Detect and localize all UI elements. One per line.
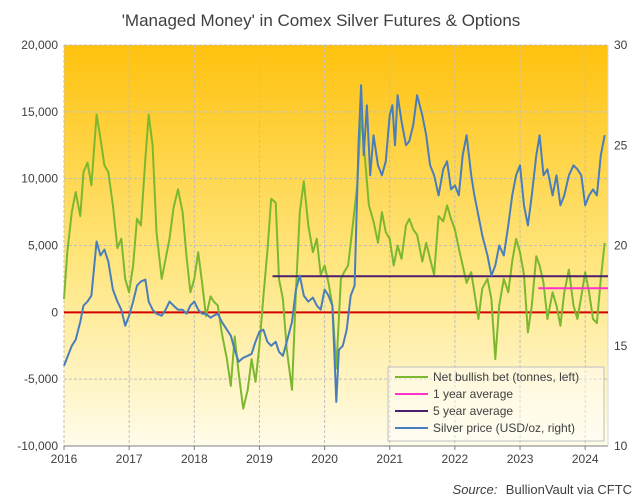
series-silver-price-line <box>63 84 606 403</box>
y-axis-right: 30 25 20 15 10 <box>614 38 628 453</box>
x-tick-label: 2016 <box>51 452 78 466</box>
legend-label-price: Silver price (USD/oz, right) <box>433 421 575 435</box>
x-tick-label: 2021 <box>376 452 403 466</box>
legend-label-1yr: 1 year average <box>433 387 513 401</box>
source-label: Source: <box>453 482 498 497</box>
y-left-tick-label: 10,000 <box>21 172 58 186</box>
legend: Net bullish bet (tonnes, left) 1 year av… <box>387 366 605 442</box>
y-axis-left: 20,000 15,000 10,000 5,000 0 -5,000 -10,000 <box>17 38 58 453</box>
legend-label-net: Net bullish bet (tonnes, left) <box>433 370 579 384</box>
x-tick-label: 2020 <box>311 452 338 466</box>
y-left-tick-label: 15,000 <box>21 105 58 119</box>
x-tick-label: 2018 <box>181 452 208 466</box>
x-axis: 2016 2017 2018 2019 2020 2021 2022 2023 2024 <box>51 45 609 466</box>
y-right-tick-label: 20 <box>614 239 628 253</box>
x-tick-label: 2022 <box>442 452 469 466</box>
y-left-tick-label: 5,000 <box>28 239 58 253</box>
x-tick-label: 2017 <box>116 452 143 466</box>
y-left-tick-label: -5,000 <box>24 372 58 386</box>
source-text: BullionVault via CFTC <box>506 482 632 497</box>
y-left-tick-label: 0 <box>51 305 58 319</box>
y-right-tick-label: 10 <box>614 439 628 453</box>
legend-label-5yr: 5 year average <box>433 404 513 418</box>
x-tick-label: 2019 <box>246 452 273 466</box>
x-tick-label: 2024 <box>572 452 599 466</box>
y-left-tick-label: -10,000 <box>17 439 58 453</box>
chart-title: 'Managed Money' in Comex Silver Futures … <box>122 11 521 30</box>
y-right-tick-label: 25 <box>614 138 628 152</box>
series-lines <box>63 84 608 410</box>
y-right-tick-label: 30 <box>614 38 628 52</box>
x-tick-label: 2023 <box>507 452 534 466</box>
source-line: Source: BullionVault via CFTC <box>453 481 632 498</box>
y-right-tick-label: 15 <box>614 339 628 353</box>
y-left-tick-label: 20,000 <box>21 38 58 52</box>
